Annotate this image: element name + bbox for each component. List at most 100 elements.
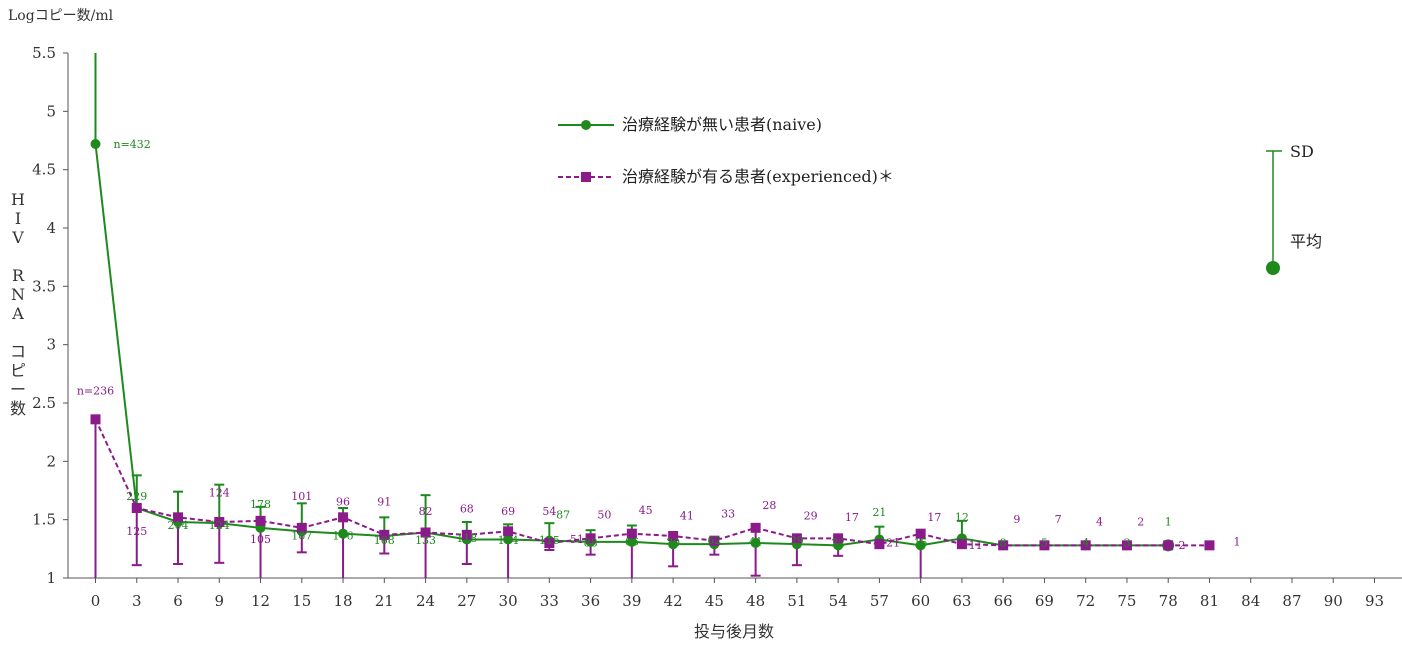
sd-legend-mean-marker — [1266, 261, 1280, 275]
x-tick-label: 33 — [540, 592, 559, 610]
naive-count-label: 4 — [1082, 537, 1089, 550]
naive-point — [338, 528, 349, 539]
sd-legend: SD 平均 — [1266, 142, 1322, 275]
y-tick-label: 4.5 — [32, 161, 56, 179]
experienced-count-label: 51 — [570, 533, 584, 546]
naive-count-label: 1 — [1165, 516, 1172, 529]
x-tick-label: 51 — [787, 592, 806, 610]
x-tick-label: 36 — [581, 592, 600, 610]
x-tick-label: 24 — [416, 592, 435, 610]
y-axis-label-char: H — [11, 190, 25, 209]
x-tick-label: 48 — [746, 592, 765, 610]
experienced-count-label: 1 — [1233, 535, 1240, 548]
x-tick-label: 18 — [334, 592, 353, 610]
y-tick-label: 5 — [46, 102, 56, 120]
experienced-point — [874, 539, 885, 550]
experienced-count-label: 125 — [126, 525, 147, 538]
experienced-count-label: 28 — [762, 499, 776, 512]
naive-point — [90, 139, 101, 149]
naive-count-label: 70 — [666, 537, 680, 550]
experienced-count-label: 33 — [721, 507, 735, 520]
naive-count-label: 22 — [831, 537, 845, 550]
legend-experienced-marker — [581, 172, 591, 182]
naive-count-label: 118 — [456, 532, 477, 545]
y-tick-label: 4 — [46, 219, 56, 237]
experienced-count-label: 2 — [1178, 539, 1185, 552]
x-tick-label: 15 — [292, 592, 311, 610]
x-tick-label: 30 — [499, 592, 518, 610]
y-tick-label: 2.5 — [32, 394, 56, 412]
x-tick-label: 69 — [1035, 592, 1054, 610]
naive-point — [503, 534, 514, 545]
experienced-count-label: 69 — [501, 505, 515, 518]
legend-naive-label: 治療経験が無い患者(naive) — [622, 115, 822, 134]
experienced-point — [709, 535, 720, 546]
x-tick-label: 87 — [1282, 592, 1301, 610]
axes — [67, 53, 1402, 579]
y-axis-label-char: 数 — [10, 399, 26, 418]
naive-count-label: 8 — [1000, 537, 1007, 550]
legend-experienced-label: 治療経験が有る患者(experienced)＊ — [622, 167, 894, 186]
naive-count-label: 66 — [625, 535, 639, 548]
experienced-point — [379, 529, 390, 540]
y-axis-label-char: コ — [10, 342, 26, 361]
experienced-point — [503, 526, 514, 537]
legend-naive-marker — [581, 120, 591, 130]
x-tick-label: 66 — [994, 592, 1013, 610]
experienced-point — [1039, 540, 1050, 551]
experienced-point — [585, 533, 596, 544]
naive-count-label: 115 — [539, 534, 560, 547]
x-tick-label: 60 — [911, 592, 930, 610]
experienced-count-label: 17 — [927, 511, 941, 524]
x-tick-label: 27 — [457, 592, 476, 610]
x-axis-label: 投与後月数 — [694, 622, 774, 641]
x-tick-label: 21 — [375, 592, 394, 610]
sd-legend-mean-label: 平均 — [1290, 232, 1322, 251]
y-axis-label-char: R — [12, 266, 25, 285]
experienced-point — [1163, 540, 1174, 551]
experienced-count-label: 11 — [969, 539, 983, 552]
experienced-count-label: 96 — [336, 496, 350, 509]
y-tick-label: 1 — [46, 569, 56, 587]
sd-legend-sd-label: SD — [1290, 142, 1314, 161]
naive-point — [915, 540, 926, 551]
y-tick-label: 3 — [46, 336, 56, 354]
naive-point — [626, 536, 637, 547]
experienced-count-label: 4 — [1096, 516, 1103, 529]
x-tick-label: 12 — [251, 592, 270, 610]
x-tick-label: 39 — [622, 592, 641, 610]
naive-count-label: 133 — [415, 534, 436, 547]
naive-count-label: 62 — [707, 534, 721, 547]
naive-count-label: 178 — [250, 498, 271, 511]
experienced-point — [626, 528, 637, 539]
series-lines — [94, 143, 1210, 547]
naive-count-label: 167 — [291, 530, 312, 543]
naive-count-label: 168 — [374, 534, 395, 547]
experienced-point — [338, 512, 349, 523]
x-tick-label: 9 — [215, 592, 225, 610]
y-axis-label-char: I — [15, 209, 21, 228]
experienced-point — [255, 515, 266, 526]
experienced-point — [833, 533, 844, 544]
experienced-point — [90, 414, 101, 425]
experienced-count-label: 9 — [1013, 513, 1020, 526]
naive-count-label: 87 — [556, 509, 570, 522]
naive-count-label: 21 — [872, 506, 886, 519]
naive-count-label: 204 — [168, 519, 189, 532]
experienced-count-label: 45 — [639, 504, 653, 517]
experienced-count-label: 105 — [250, 533, 271, 546]
y-axis-label-char: ー — [10, 380, 26, 399]
experienced-point — [791, 533, 802, 544]
experienced-count-label: 2 — [1137, 516, 1144, 529]
experienced-point — [544, 538, 555, 548]
y-ticks: 1 1.5 2 2.5 3 3.5 4 4.5 5 5.5 — [32, 44, 68, 587]
experienced-point — [668, 531, 679, 541]
naive-count-label: 124 — [209, 519, 230, 532]
experienced-count-label: 124 — [209, 486, 230, 499]
y-axis-label-char: V — [11, 228, 24, 247]
y-tick-label: 2 — [46, 452, 56, 470]
experienced-count-label: 54 — [542, 505, 556, 518]
